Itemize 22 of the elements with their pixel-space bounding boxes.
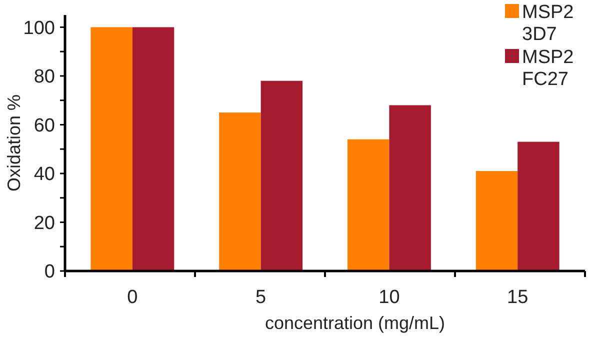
bar	[347, 139, 390, 271]
x-tick-label: 10	[378, 287, 400, 308]
x-tick-label: 0	[127, 287, 138, 308]
y-tick-label: 40	[34, 164, 55, 186]
legend-label: MSP2 FC27	[522, 47, 574, 90]
y-tick-label: 20	[34, 212, 55, 234]
x-axis-title: concentration (mg/mL)	[264, 313, 446, 333]
bar	[389, 105, 431, 271]
bar	[219, 112, 261, 271]
legend-label: MSP2 3D7	[522, 2, 574, 45]
y-tick-label: 100	[23, 18, 55, 39]
x-tick-label: 15	[507, 287, 528, 308]
x-tick-label: 5	[256, 287, 266, 308]
y-tick-label: 0	[44, 262, 55, 283]
y-tick-label: 60	[34, 115, 55, 136]
y-axis-title: Oxidation %	[4, 94, 24, 192]
bar	[90, 27, 132, 271]
bar	[518, 142, 560, 271]
bar	[476, 171, 518, 271]
bar	[260, 80, 303, 271]
y-tick-label: 80	[34, 66, 55, 88]
bar	[132, 27, 174, 271]
